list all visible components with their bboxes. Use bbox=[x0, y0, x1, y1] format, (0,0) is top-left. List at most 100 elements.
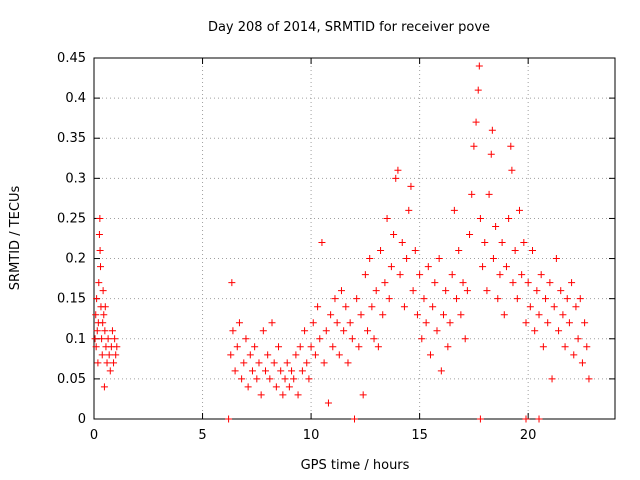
data-point bbox=[113, 343, 121, 351]
data-point bbox=[413, 311, 421, 319]
data-point bbox=[446, 319, 454, 327]
data-point bbox=[535, 415, 543, 423]
data-point bbox=[407, 182, 415, 190]
data-point bbox=[455, 247, 463, 255]
data-point bbox=[331, 295, 339, 303]
data-point bbox=[511, 247, 519, 255]
data-point bbox=[353, 295, 361, 303]
data-point bbox=[426, 351, 434, 359]
data-point bbox=[420, 295, 428, 303]
data-point bbox=[314, 303, 322, 311]
data-point bbox=[337, 287, 345, 295]
data-point bbox=[502, 263, 510, 271]
data-point bbox=[335, 351, 343, 359]
data-point bbox=[405, 206, 413, 214]
data-point bbox=[550, 303, 558, 311]
data-point bbox=[242, 335, 250, 343]
data-point bbox=[576, 295, 584, 303]
data-point bbox=[463, 287, 471, 295]
data-point bbox=[340, 327, 348, 335]
data-point bbox=[422, 319, 430, 327]
y-tick-label: 0.25 bbox=[57, 211, 86, 226]
data-point bbox=[108, 327, 116, 335]
data-point bbox=[557, 287, 565, 295]
x-tick-label: 15 bbox=[411, 428, 428, 443]
data-point bbox=[529, 247, 537, 255]
y-tick-label: 0.15 bbox=[57, 292, 86, 307]
data-point bbox=[99, 319, 107, 327]
data-point bbox=[542, 295, 550, 303]
data-point bbox=[552, 255, 560, 263]
data-point bbox=[318, 239, 326, 247]
data-point bbox=[476, 214, 484, 222]
data-point bbox=[572, 303, 580, 311]
data-point bbox=[496, 271, 504, 279]
data-point bbox=[416, 271, 424, 279]
data-point bbox=[457, 311, 465, 319]
data-point bbox=[385, 295, 393, 303]
data-point bbox=[520, 239, 528, 247]
data-point bbox=[555, 327, 563, 335]
data-point bbox=[94, 359, 102, 367]
data-point bbox=[93, 295, 101, 303]
data-point bbox=[440, 311, 448, 319]
data-point bbox=[390, 230, 398, 238]
data-point bbox=[277, 367, 285, 375]
data-point bbox=[357, 311, 365, 319]
data-point bbox=[563, 295, 571, 303]
data-point bbox=[374, 343, 382, 351]
data-point bbox=[524, 279, 532, 287]
data-point bbox=[264, 351, 272, 359]
data-point bbox=[453, 295, 461, 303]
data-point bbox=[105, 351, 113, 359]
data-point bbox=[476, 415, 484, 423]
data-point bbox=[568, 279, 576, 287]
data-point bbox=[244, 383, 252, 391]
data-point bbox=[348, 335, 356, 343]
data-point bbox=[448, 271, 456, 279]
data-point bbox=[435, 255, 443, 263]
data-point bbox=[240, 359, 248, 367]
data-point bbox=[361, 271, 369, 279]
data-point bbox=[272, 383, 280, 391]
data-point bbox=[251, 343, 259, 351]
data-point bbox=[581, 319, 589, 327]
data-point bbox=[359, 391, 367, 399]
data-point bbox=[537, 271, 545, 279]
data-point bbox=[544, 319, 552, 327]
data-point bbox=[489, 255, 497, 263]
data-point bbox=[394, 166, 402, 174]
y-tick-label: 0.1 bbox=[65, 332, 86, 347]
y-tick-label: 0.35 bbox=[57, 131, 86, 146]
data-point bbox=[327, 311, 335, 319]
data-point bbox=[500, 311, 508, 319]
data-point bbox=[96, 247, 104, 255]
y-tick-label: 0.05 bbox=[57, 372, 86, 387]
data-point bbox=[259, 327, 267, 335]
data-point bbox=[377, 247, 385, 255]
data-point bbox=[112, 351, 120, 359]
y-tick-label: 0.2 bbox=[65, 252, 86, 267]
data-point bbox=[400, 303, 408, 311]
data-point bbox=[488, 126, 496, 134]
x-tick-label: 10 bbox=[303, 428, 320, 443]
data-point bbox=[411, 247, 419, 255]
data-point bbox=[396, 271, 404, 279]
data-point bbox=[474, 86, 482, 94]
data-point bbox=[275, 343, 283, 351]
data-point bbox=[505, 214, 513, 222]
data-point bbox=[403, 255, 411, 263]
data-point bbox=[533, 287, 541, 295]
data-point bbox=[535, 311, 543, 319]
data-point bbox=[398, 239, 406, 247]
data-point bbox=[498, 239, 506, 247]
data-point bbox=[370, 335, 378, 343]
data-point bbox=[461, 335, 469, 343]
data-point bbox=[383, 214, 391, 222]
data-point bbox=[479, 263, 487, 271]
data-point bbox=[248, 367, 256, 375]
data-point bbox=[106, 367, 114, 375]
data-point bbox=[311, 351, 319, 359]
data-point bbox=[292, 351, 300, 359]
data-point bbox=[98, 351, 106, 359]
